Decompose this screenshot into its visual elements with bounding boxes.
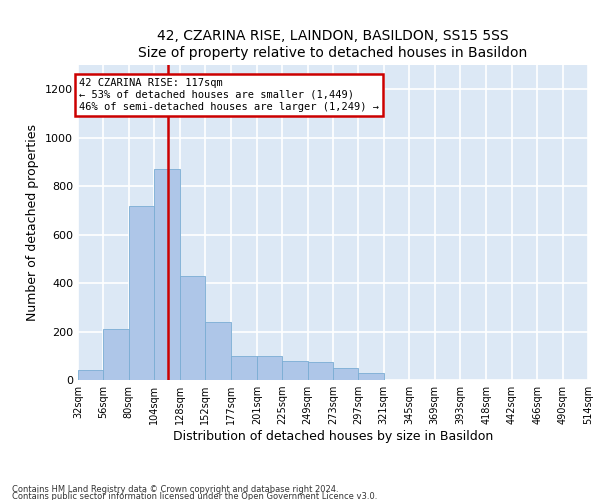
Bar [232,356,257,380]
Bar [103,329,129,380]
Bar [78,370,103,380]
Bar [129,206,154,380]
Text: Contains HM Land Registry data © Crown copyright and database right 2024.: Contains HM Land Registry data © Crown c… [12,486,338,494]
Y-axis label: Number of detached properties: Number of detached properties [26,124,40,321]
Bar [358,372,384,380]
Bar [308,362,333,380]
Title: 42, CZARINA RISE, LAINDON, BASILDON, SS15 5SS
Size of property relative to detac: 42, CZARINA RISE, LAINDON, BASILDON, SS1… [139,30,527,60]
Text: Contains public sector information licensed under the Open Government Licence v3: Contains public sector information licen… [12,492,377,500]
Bar [179,276,205,380]
Bar [257,356,282,380]
Bar [282,360,308,380]
X-axis label: Distribution of detached houses by size in Basildon: Distribution of detached houses by size … [173,430,493,443]
Bar [333,368,358,380]
Text: 42 CZARINA RISE: 117sqm
← 53% of detached houses are smaller (1,449)
46% of semi: 42 CZARINA RISE: 117sqm ← 53% of detache… [79,78,379,112]
Bar [154,169,179,380]
Bar [205,322,232,380]
